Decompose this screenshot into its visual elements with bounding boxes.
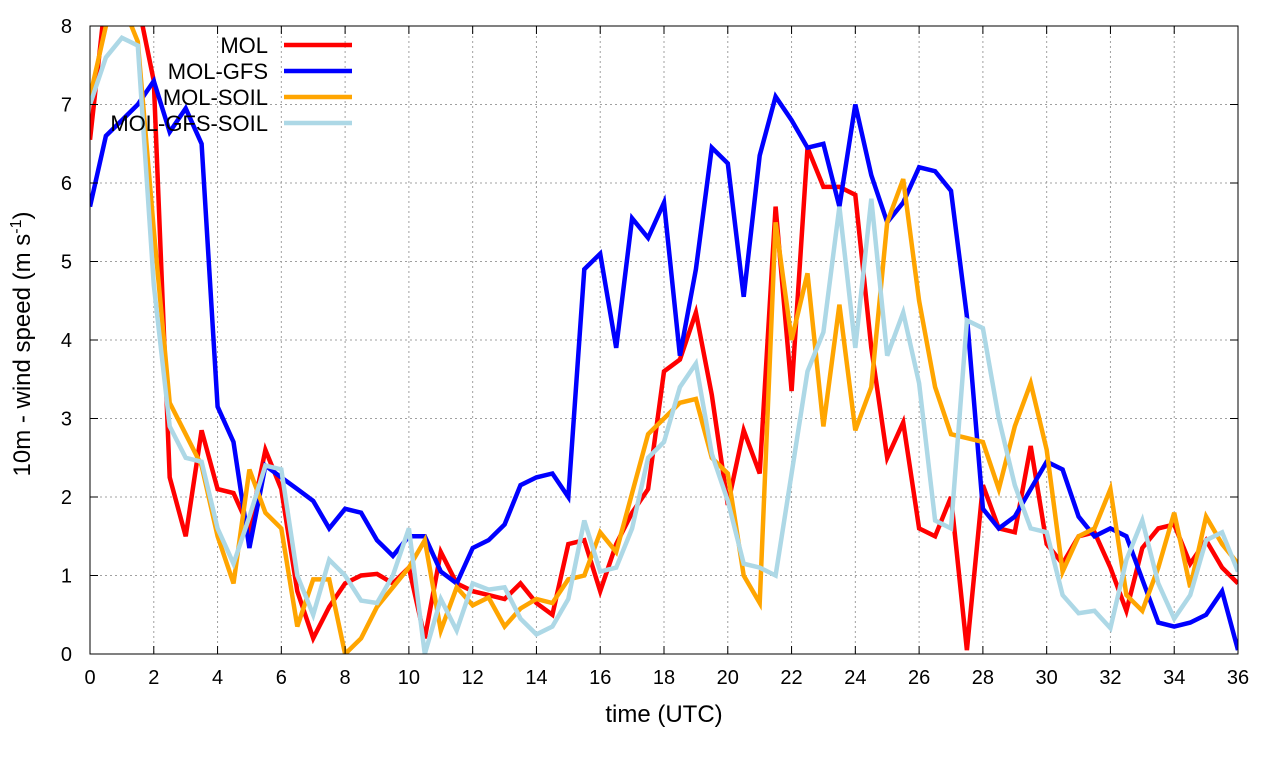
x-tick-label: 6 (276, 667, 287, 689)
y-tick-label: 4 (61, 330, 72, 352)
x-tick-label: 22 (780, 667, 802, 689)
y-tick-label: 1 (61, 566, 72, 588)
x-tick-label: 0 (84, 667, 95, 689)
x-tick-label: 20 (717, 667, 739, 689)
x-tick-label: 32 (1099, 667, 1121, 689)
y-tick-label: 0 (61, 644, 72, 666)
y-tick-label: 7 (61, 95, 72, 117)
legend-label: MOL-GFS (168, 59, 268, 84)
series-lines (90, 26, 1238, 654)
x-tick-label: 28 (972, 667, 994, 689)
legend-label: MOL-GFS-SOIL (110, 111, 268, 136)
x-tick-label: 34 (1163, 667, 1185, 689)
x-axis-title: time (UTC) (605, 701, 722, 728)
x-tick-label: 4 (212, 667, 223, 689)
axis-ticks (89, 25, 1239, 655)
y-tick-label: 6 (61, 173, 72, 195)
y-axis-title-sup: -1 (8, 219, 25, 233)
axis-tick-labels: 0 2 4 6 8 10 12 14 16 18 20 22 24 26 28 30 32 34 360123456… (61, 16, 1249, 689)
y-tick-label: 3 (61, 409, 72, 431)
y-tick-label: 8 (61, 16, 72, 38)
x-tick-label: 8 (340, 667, 351, 689)
y-axis-title-main: 10m - wind speed (m s (9, 234, 36, 477)
x-tick-label: 18 (653, 667, 675, 689)
series-line-mol-soil (90, 26, 1238, 654)
y-tick-label: 2 (61, 487, 72, 509)
y-axis-title-tail: ) (9, 212, 36, 220)
legend-label: MOL-SOIL (163, 85, 268, 110)
x-tick-label: 36 (1227, 667, 1249, 689)
y-tick-label: 5 (61, 252, 72, 274)
x-tick-label: 24 (844, 667, 866, 689)
x-tick-label: 2 (148, 667, 159, 689)
series-line-mol-gfs-soil (90, 34, 1238, 654)
x-tick-label: 30 (1036, 667, 1058, 689)
y-axis-title: 10m - wind speed (m s-1) (8, 212, 36, 477)
x-tick-label: 14 (525, 667, 547, 689)
series-line-mol (90, 26, 1238, 651)
x-tick-label: 12 (462, 667, 484, 689)
x-tick-label: 16 (589, 667, 611, 689)
legend-label: MOL (220, 33, 268, 58)
x-tick-label: 10 (398, 667, 420, 689)
x-tick-label: 26 (908, 667, 930, 689)
